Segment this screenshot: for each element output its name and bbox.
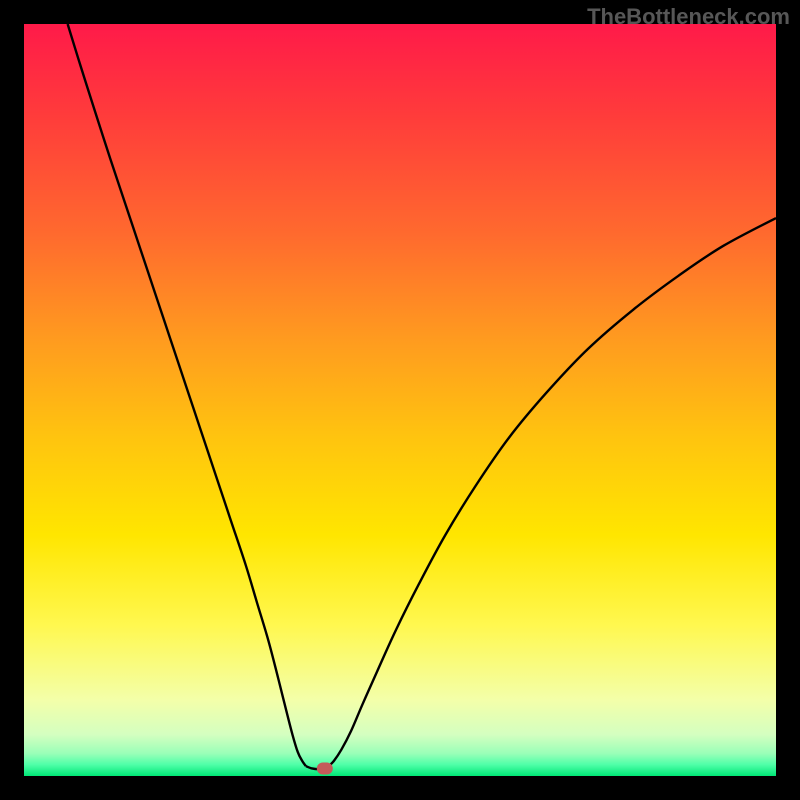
bottleneck-chart: TheBottleneck.com [0,0,800,800]
valley-marker [317,762,333,774]
watermark-text: TheBottleneck.com [587,4,790,30]
plot-background [24,24,776,776]
chart-svg [0,0,800,800]
